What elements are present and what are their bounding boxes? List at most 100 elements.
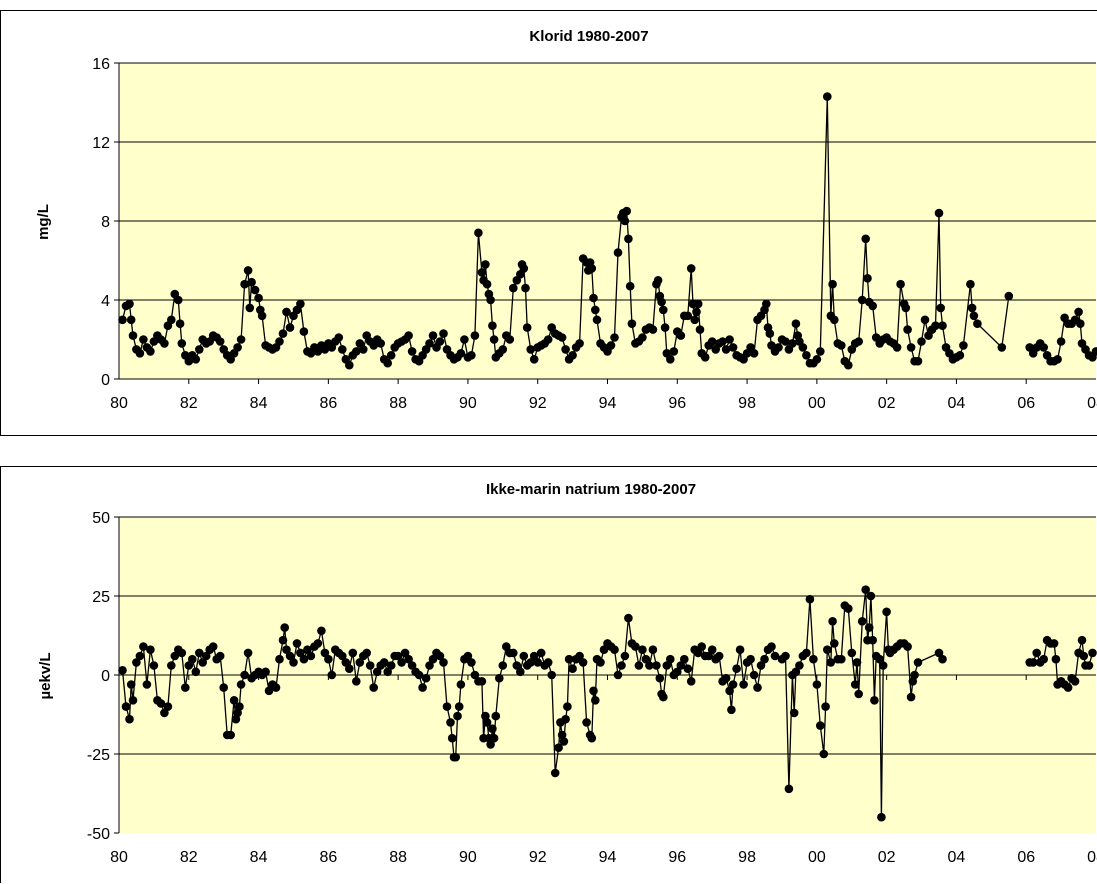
data-point: [550, 768, 560, 778]
data-point: [1077, 635, 1087, 645]
data-point: [292, 639, 302, 648]
data-point: [625, 281, 635, 291]
x-tick-label: 04: [948, 395, 966, 412]
data-point: [906, 343, 916, 352]
data-point: [770, 651, 780, 661]
data-point: [195, 345, 204, 354]
data-point: [622, 206, 631, 216]
data-point: [575, 651, 584, 661]
data-point: [967, 303, 977, 313]
data-point: [1049, 639, 1059, 648]
x-tick-label: 02: [878, 395, 896, 412]
data-point: [1032, 648, 1041, 658]
data-point: [257, 311, 267, 321]
data-point: [659, 692, 668, 702]
data-point: [181, 683, 190, 692]
data-point: [383, 667, 393, 677]
data-point: [767, 642, 776, 651]
data-point: [866, 591, 876, 601]
y-tick-label: 8: [101, 214, 110, 231]
data-point: [160, 708, 169, 718]
data-point: [620, 216, 630, 226]
data-point: [727, 705, 736, 715]
data-point: [516, 667, 525, 677]
data-point: [543, 335, 553, 344]
data-point: [502, 642, 511, 651]
data-point: [788, 339, 797, 348]
data-point: [917, 337, 926, 346]
data-point: [1039, 343, 1048, 352]
data-point: [582, 718, 591, 727]
data-point: [470, 670, 480, 680]
data-point: [175, 319, 185, 329]
data-point: [903, 642, 912, 651]
data-point: [118, 666, 127, 675]
data-point: [760, 654, 769, 664]
data-point: [184, 661, 194, 670]
data-point: [673, 667, 682, 677]
data-point: [489, 733, 499, 743]
data-point: [728, 680, 738, 689]
data-point: [486, 295, 495, 305]
data-point: [456, 349, 466, 358]
data-point: [261, 667, 270, 677]
data-point: [1004, 291, 1014, 301]
x-tick-label: 80: [110, 395, 128, 412]
data-point: [278, 329, 288, 338]
data-point: [938, 654, 947, 664]
data-point: [191, 355, 201, 364]
data-point: [936, 303, 945, 313]
data-point: [1088, 648, 1097, 658]
data-point: [146, 347, 155, 356]
data-point: [613, 670, 623, 680]
data-point: [973, 319, 982, 329]
data-point: [631, 642, 640, 651]
data-point: [913, 658, 923, 667]
data-point: [533, 658, 542, 667]
x-tick-label: 98: [738, 849, 756, 866]
data-point: [955, 351, 965, 360]
data-point: [819, 749, 829, 759]
data-point: [892, 343, 902, 352]
data-point: [428, 331, 438, 340]
data-point: [488, 321, 497, 331]
data-point: [128, 696, 138, 705]
data-point: [324, 654, 333, 664]
data-point: [529, 355, 539, 364]
data-point: [676, 661, 686, 670]
data-point: [837, 341, 846, 350]
data-point: [160, 339, 169, 348]
data-point: [931, 321, 940, 331]
data-point: [816, 347, 825, 356]
data-point: [125, 299, 134, 309]
data-point: [460, 335, 469, 344]
data-point: [762, 299, 771, 309]
data-point: [236, 335, 246, 344]
y-tick-label: 12: [92, 135, 110, 152]
chart-title: Klorid 1980-2007: [529, 28, 648, 45]
data-point: [721, 345, 731, 354]
data-point: [692, 307, 701, 317]
data-point: [226, 730, 235, 740]
x-tick-label: 06: [1017, 395, 1035, 412]
data-point: [454, 702, 464, 711]
data-point: [735, 645, 745, 654]
data-point: [578, 658, 588, 667]
data-point: [641, 654, 651, 664]
data-point: [303, 645, 312, 654]
data-point: [338, 345, 347, 354]
data-point: [791, 319, 801, 329]
data-point: [959, 341, 968, 350]
data-point: [854, 337, 863, 346]
data-point: [913, 356, 923, 366]
data-point: [383, 358, 393, 368]
data-point: [369, 683, 379, 692]
data-point: [725, 335, 734, 344]
data-point: [739, 680, 748, 689]
data-point: [467, 351, 476, 360]
data-point: [591, 696, 600, 705]
data-point: [208, 642, 218, 651]
data-point: [285, 651, 295, 661]
data-point: [407, 347, 417, 356]
data-point: [167, 315, 176, 325]
